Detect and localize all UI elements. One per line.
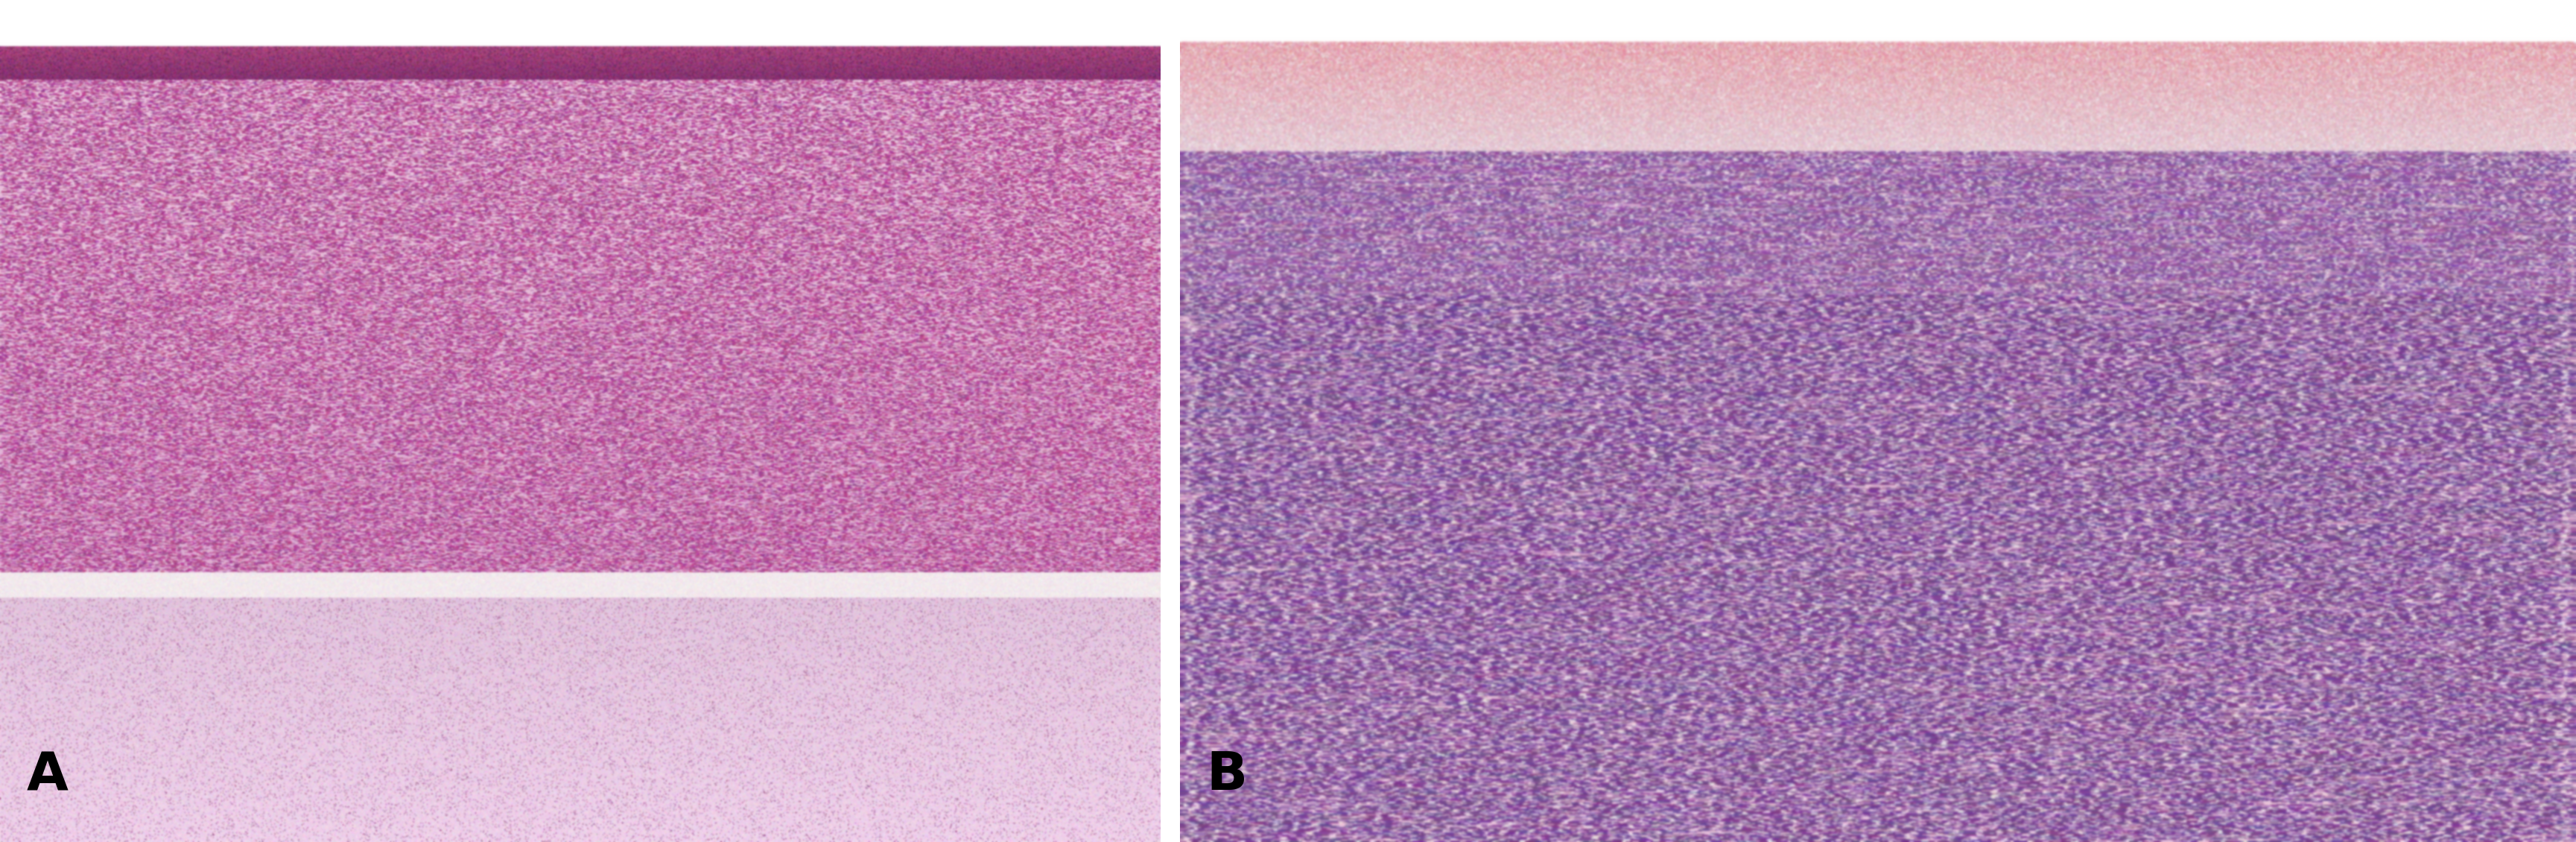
Text: B: B [1206, 750, 1247, 802]
Text: A: A [26, 750, 67, 802]
